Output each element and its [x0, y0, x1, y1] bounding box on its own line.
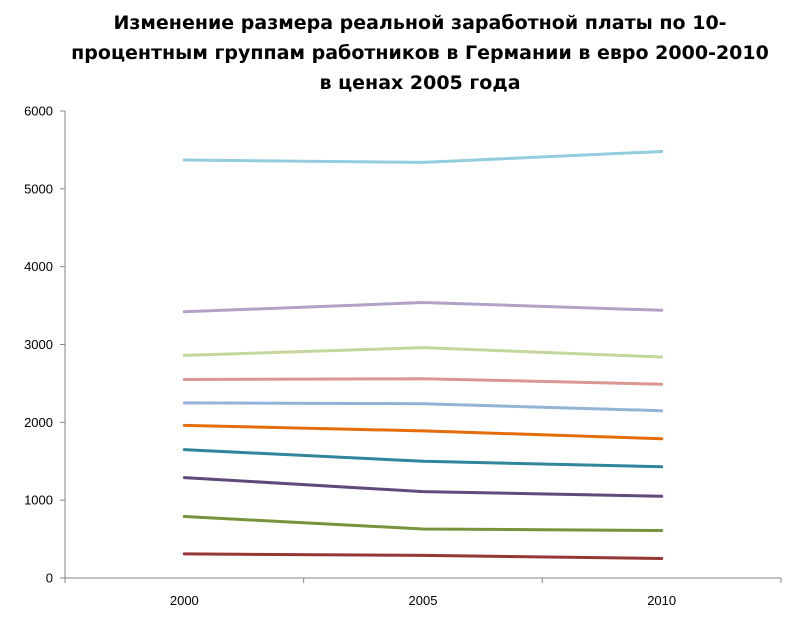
chart-title: Изменение размера реальной заработной пл… — [71, 12, 769, 94]
y-axis-ticks: 0 1000 2000 3000 4000 5000 6000 — [24, 104, 65, 586]
y-tick-label: 3000 — [24, 337, 53, 352]
y-tick-label: 5000 — [24, 181, 53, 196]
y-tick-label: 1000 — [24, 493, 53, 508]
axes — [64, 111, 781, 579]
y-tick-label: 0 — [46, 571, 53, 586]
series-line-5 — [182, 401, 664, 413]
series-line-3 — [182, 346, 664, 359]
y-tick-label: 4000 — [24, 259, 53, 274]
y-tick-label: 2000 — [24, 415, 53, 430]
x-tick-label: 2010 — [647, 593, 676, 608]
x-tick-label: 2005 — [409, 593, 438, 608]
series-line-1 — [182, 150, 664, 164]
series-line-10 — [182, 552, 664, 560]
y-tick-label: 6000 — [24, 104, 53, 119]
series-line-6 — [182, 423, 664, 441]
series-line-8 — [182, 476, 664, 498]
series-line-7 — [182, 448, 664, 469]
series-line-2 — [182, 301, 664, 314]
series-lines — [182, 150, 664, 560]
x-tick-label: 2000 — [170, 593, 199, 608]
x-axis-ticks: 2000 2005 2010 — [64, 578, 782, 608]
series-line-9 — [182, 515, 664, 532]
series-line-4 — [182, 377, 664, 386]
